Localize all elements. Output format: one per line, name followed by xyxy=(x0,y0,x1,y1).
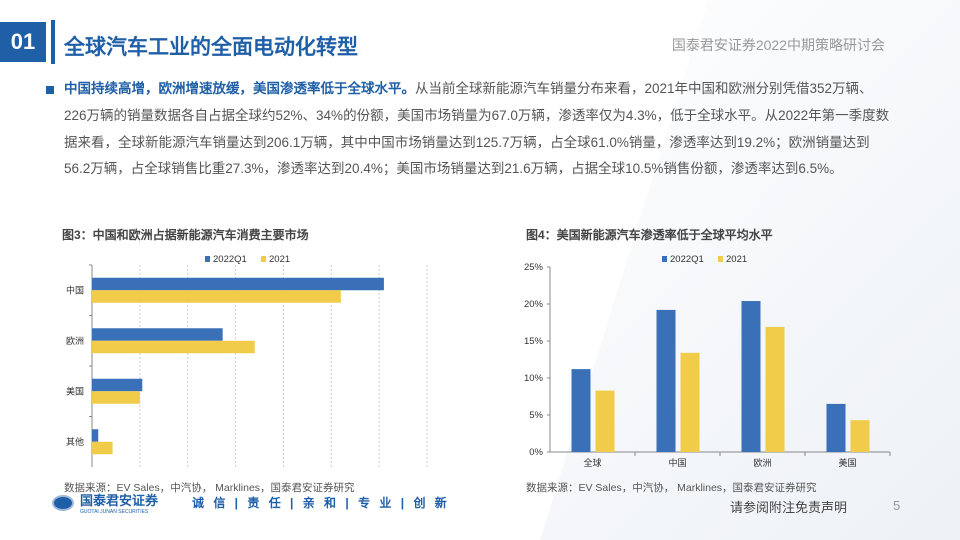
logo-name: 国泰君安证券 xyxy=(80,493,159,508)
y-tick-label: 中国 xyxy=(66,284,84,295)
y-tick-label: 25% xyxy=(524,262,544,273)
legend-label: 2021 xyxy=(269,254,290,265)
page-title: 全球汽车工业的全面电动化转型 xyxy=(64,36,358,59)
logo-icon xyxy=(52,494,74,511)
legend-swatch xyxy=(662,256,667,262)
y-tick-label: 0% xyxy=(529,447,543,458)
chart2-title: 图4：美国新能源汽车渗透率低于全球平均水平 xyxy=(526,228,773,242)
y-tick-label: 欧洲 xyxy=(66,335,84,346)
section-number: 01 xyxy=(0,22,46,62)
bar-2021-其他 xyxy=(92,441,113,455)
y-tick-label: 5% xyxy=(529,410,543,421)
bar-2022Q1-全球 xyxy=(571,369,591,452)
bar-2022Q1-其他 xyxy=(92,429,99,442)
x-tick-label: 中国 xyxy=(668,457,686,468)
y-tick-label: 15% xyxy=(524,336,544,347)
bar-2022Q1-美国 xyxy=(826,403,846,452)
bar-2021-欧洲 xyxy=(765,326,785,452)
disclaimer-link[interactable]: 请参阅附注免责声明 xyxy=(730,500,848,515)
title-divider xyxy=(51,20,55,64)
legend-label: 2022Q1 xyxy=(213,254,247,265)
logo-en: GUOTAI JUNAN SECURITIES xyxy=(80,509,149,515)
bar-2022Q1-美国 xyxy=(92,378,143,392)
slogan: 诚 信 | 责 任 | 亲 和 | 专 业 | 创 新 xyxy=(192,496,450,510)
chart2-bar-vertical: 2022Q1 2021 0% 5% 10% 15% 20% 25% 全球 中国 欧洲 美国 xyxy=(524,254,891,468)
x-tick-label: 全球 xyxy=(583,457,601,468)
x-tick-label: 欧洲 xyxy=(753,457,771,468)
bullet-icon xyxy=(46,86,54,94)
summary-paragraph: 中国持续高增，欧洲增速放缓，美国渗透率低于全球水平。从当前全球新能源汽车销量分布… xyxy=(64,76,894,183)
legend-label: 2022Q1 xyxy=(670,254,704,265)
bar-2021-美国 xyxy=(92,391,140,404)
bar-2022Q1-欧洲 xyxy=(741,301,761,452)
bar-2021-中国 xyxy=(680,352,700,452)
chart1-bar-horizontal: 2022Q120210%10%20%30%40%50%60%70%中国欧洲美国其… xyxy=(66,254,428,467)
legend-swatch xyxy=(205,256,210,262)
bar-2021-全球 xyxy=(595,390,615,452)
bar-2022Q1-中国 xyxy=(656,309,676,452)
x-tick-label: 美国 xyxy=(838,457,856,468)
legend-label: 2021 xyxy=(726,254,747,265)
paragraph-highlight: 中国持续高增，欧洲增速放缓，美国渗透率低于全球水平。 xyxy=(64,81,415,96)
y-tick-label: 美国 xyxy=(66,385,84,396)
y-tick-label: 其他 xyxy=(66,436,84,447)
bar-2021-欧洲 xyxy=(92,340,255,354)
legend-swatch xyxy=(261,256,266,262)
legend-swatch xyxy=(718,256,723,262)
bar-2022Q1-欧洲 xyxy=(92,328,223,341)
chart1-source: 数据来源：EV Sales，中汽协， Marklines，国泰君安证券研究 xyxy=(64,482,355,494)
bar-2021-美国 xyxy=(850,420,870,452)
bar-2021-中国 xyxy=(92,290,341,303)
chart1-title: 图3：中国和欧洲占据新能源汽车消费主要市场 xyxy=(62,228,309,242)
bar-2022Q1-中国 xyxy=(92,277,384,291)
page-number: 5 xyxy=(893,498,901,513)
paragraph-body: 从当前全球新能源汽车销量分布来看，2021年中国和欧洲分别凭借352万辆、226… xyxy=(64,81,890,177)
conference-name: 国泰君安证券2022中期策略研讨会 xyxy=(671,37,885,53)
company-logo: 国泰君安证券 GUOTAI JUNAN SECURITIES xyxy=(52,490,158,515)
y-tick-label: 20% xyxy=(524,299,544,310)
y-tick-label: 10% xyxy=(524,373,544,384)
chart2-source: 数据来源：EV Sales，中汽协， Marklines，国泰君安证券研究 xyxy=(526,482,817,494)
